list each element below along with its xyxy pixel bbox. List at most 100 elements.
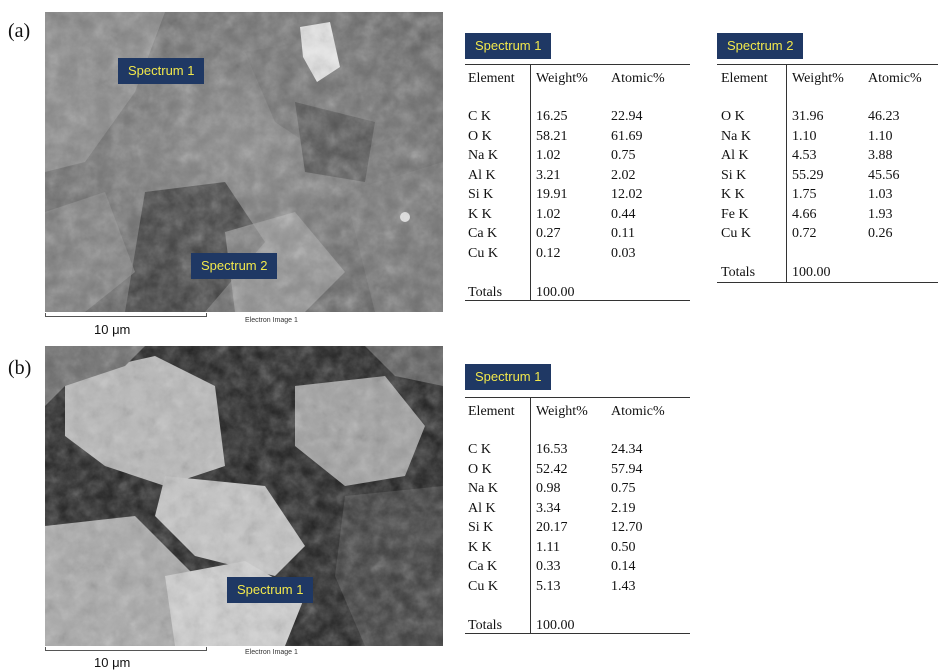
element-cell: C K	[468, 442, 491, 457]
weight-cell: 16.25	[536, 109, 568, 124]
element-cell: C K	[468, 109, 491, 124]
header-atomic: Atomic%	[611, 404, 665, 419]
scale-label-b: 10 μm	[94, 655, 131, 670]
weight-cell: 31.96	[792, 109, 824, 124]
spectrum-tag-1: Spectrum 1	[227, 577, 314, 603]
header-atomic: Atomic%	[611, 71, 665, 86]
weight-cell: 1.02	[536, 206, 561, 222]
atomic-cell: 1.43	[611, 578, 636, 594]
element-cell: Al K	[721, 148, 749, 163]
weight-cell: 52.42	[536, 461, 568, 477]
weight-cell: 0.12	[536, 245, 561, 261]
weight-cell: 0.72	[792, 226, 817, 241]
atomic-cell: 0.44	[611, 206, 636, 222]
atomic-cell: 0.26	[868, 226, 893, 241]
table-bottom-rule	[717, 282, 938, 283]
atomic-cell: 0.11	[611, 226, 635, 241]
header-weight: Weight%	[536, 404, 588, 419]
element-cell: Fe K	[721, 206, 749, 222]
table-top-rule	[465, 397, 690, 398]
table-title-a2: Spectrum 2	[717, 33, 804, 59]
element-cell: O K	[468, 128, 492, 144]
element-cell: O K	[468, 461, 492, 477]
weight-cell: 3.34	[536, 500, 561, 516]
weight-cell: 3.21	[536, 167, 561, 183]
atomic-cell: 61.69	[611, 128, 643, 144]
table-divider	[530, 64, 531, 300]
totals-value: 100.00	[792, 265, 831, 280]
weight-cell: 55.29	[792, 167, 824, 183]
element-cell: Cu K	[468, 578, 498, 594]
element-cell: Na K	[468, 148, 498, 163]
electron-image-label-b: Electron Image 1	[245, 649, 298, 656]
atomic-cell: 0.75	[611, 148, 636, 163]
element-cell: Al K	[468, 500, 496, 516]
spectrum-tag-1: Spectrum 1	[118, 58, 205, 84]
element-cell: K K	[468, 539, 492, 555]
table-bottom-rule	[465, 300, 690, 301]
weight-cell: 58.21	[536, 128, 568, 144]
element-cell: Ca K	[468, 559, 498, 574]
element-cell: K K	[721, 187, 745, 202]
element-cell: Ca K	[468, 226, 498, 241]
sem-image-a: Spectrum 1 Spectrum 2	[45, 12, 443, 312]
atomic-cell: 45.56	[868, 167, 900, 183]
header-element: Element	[721, 71, 768, 86]
weight-cell: 4.66	[792, 206, 817, 222]
atomic-cell: 12.02	[611, 187, 643, 202]
scale-bar-b	[45, 647, 305, 661]
totals-value: 100.00	[536, 618, 575, 633]
element-cell: Al K	[468, 167, 496, 183]
totals-label: Totals	[721, 265, 756, 280]
atomic-cell: 1.93	[868, 206, 893, 222]
electron-image-label-a: Electron Image 1	[245, 317, 298, 324]
element-cell: O K	[721, 109, 745, 124]
scale-label-a: 10 μm	[94, 322, 131, 337]
weight-cell: 5.13	[536, 578, 561, 594]
weight-cell: 1.02	[536, 148, 561, 163]
atomic-cell: 1.03	[868, 187, 893, 202]
scale-bar-a	[45, 313, 305, 327]
header-weight: Weight%	[536, 71, 588, 86]
atomic-cell: 1.10	[868, 128, 893, 144]
totals-label: Totals	[468, 285, 503, 300]
atomic-cell: 12.70	[611, 520, 643, 535]
element-cell: K K	[468, 206, 492, 222]
element-cell: Si K	[468, 187, 494, 202]
atomic-cell: 0.50	[611, 539, 636, 555]
table-title-b1: Spectrum 1	[465, 364, 552, 390]
weight-cell: 1.10	[792, 128, 817, 144]
weight-cell: 0.33	[536, 559, 561, 574]
table-title-a1: Spectrum 1	[465, 33, 552, 59]
weight-cell: 20.17	[536, 520, 568, 535]
atomic-cell: 0.03	[611, 245, 636, 261]
weight-cell: 0.27	[536, 226, 561, 241]
table-divider	[530, 397, 531, 633]
atomic-cell: 22.94	[611, 109, 643, 124]
weight-cell: 0.98	[536, 481, 561, 496]
atomic-cell: 3.88	[868, 148, 893, 163]
element-cell: Cu K	[721, 226, 751, 241]
header-element: Element	[468, 404, 515, 419]
atomic-cell: 2.19	[611, 500, 636, 516]
header-weight: Weight%	[792, 71, 844, 86]
panel-label-b: (b)	[8, 357, 32, 379]
weight-cell: 4.53	[792, 148, 817, 163]
atomic-cell: 46.23	[868, 109, 900, 124]
table-top-rule	[717, 64, 938, 65]
header-element: Element	[468, 71, 515, 86]
scale-line	[45, 647, 207, 651]
element-cell: Si K	[721, 167, 747, 183]
sem-image-b: Spectrum 1	[45, 346, 443, 646]
element-cell: Na K	[468, 481, 498, 496]
weight-cell: 1.11	[536, 539, 560, 555]
panel-label-a: (a)	[8, 20, 31, 42]
element-cell: Cu K	[468, 245, 498, 261]
element-cell: Na K	[721, 128, 751, 144]
atomic-cell: 0.75	[611, 481, 636, 496]
table-bottom-rule	[465, 633, 690, 634]
scale-line	[45, 313, 207, 317]
table-divider	[786, 64, 787, 282]
atomic-cell: 2.02	[611, 167, 636, 183]
element-cell: Si K	[468, 520, 494, 535]
